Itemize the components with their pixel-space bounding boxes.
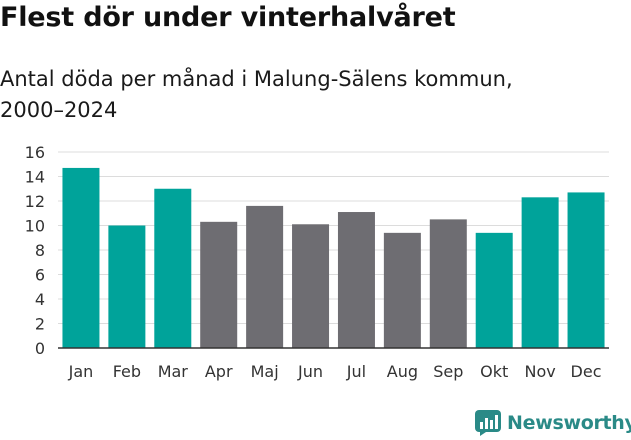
x-tick-label-jan: Jan [68, 362, 94, 381]
y-tick-label-0: 0 [35, 339, 45, 358]
x-tick-label-maj: Maj [251, 362, 279, 381]
y-tick-label-10: 10 [25, 217, 45, 236]
bar-jan [62, 167, 100, 348]
y-tick-label-16: 16 [25, 143, 45, 162]
x-tick-label-jun: Jun [297, 362, 323, 381]
y-tick-label-14: 14 [25, 168, 45, 187]
y-tick-label-2: 2 [35, 315, 45, 334]
bar-maj [246, 205, 284, 348]
y-axis-ticks: 0 2 4 6 8 10 12 14 16 [25, 143, 45, 358]
x-tick-label-mar: Mar [158, 362, 189, 381]
bar-feb [108, 225, 146, 348]
x-tick-label-nov: Nov [525, 362, 556, 381]
chart-subtitle: Antal döda per månad i Malung-Sälens kom… [0, 67, 513, 122]
y-tick-label-4: 4 [35, 290, 45, 309]
bar-apr [200, 221, 238, 348]
chart-title: Flest dör under vinterhalvåret [0, 2, 456, 33]
bar-aug [383, 232, 421, 348]
newsworthy-logo: Newsworthy [475, 406, 631, 440]
bar-jul [337, 212, 375, 348]
x-tick-label-sep: Sep [433, 362, 463, 381]
x-axis-ticks: Jan Feb Mar Apr Maj Jun Jul Aug Sep Okt Nov Dec [68, 362, 602, 381]
x-tick-label-aug: Aug [387, 362, 418, 381]
y-tick-label-8: 8 [35, 241, 45, 260]
x-tick-label-dec: Dec [571, 362, 602, 381]
bars [62, 167, 605, 348]
grid-lines [58, 151, 609, 324]
x-tick-label-feb: Feb [113, 362, 141, 381]
newsworthy-chart-icon [475, 410, 501, 436]
brand-name: Newsworthy [507, 412, 631, 434]
bar-dec [567, 192, 605, 348]
bar-okt [475, 232, 513, 348]
x-tick-label-apr: Apr [205, 362, 233, 381]
bar-jun [292, 224, 330, 348]
y-tick-label-12: 12 [25, 192, 45, 211]
bar-mar [154, 188, 192, 348]
x-tick-label-okt: Okt [480, 362, 508, 381]
y-tick-label-6: 6 [35, 266, 45, 285]
bar-sep [429, 219, 467, 348]
x-tick-label-jul: Jul [346, 362, 366, 381]
bar-nov [521, 197, 559, 348]
